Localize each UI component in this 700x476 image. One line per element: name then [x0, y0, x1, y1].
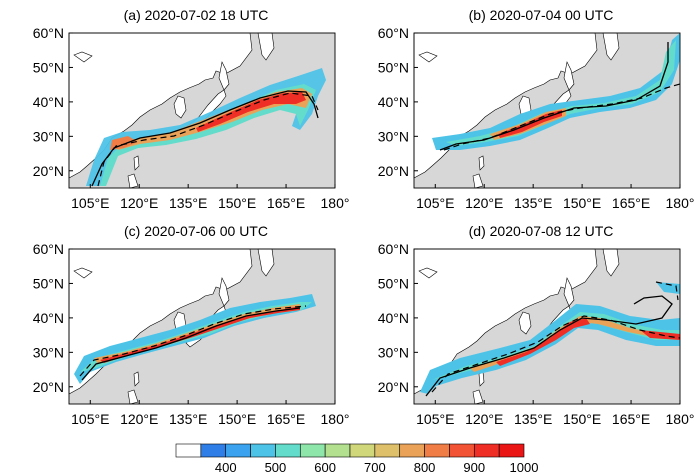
- colorbar-label: 700: [364, 460, 386, 475]
- colorbar-swatch: [374, 443, 401, 458]
- colorbar-swatch: [225, 443, 251, 458]
- colorbar-swatch: [498, 443, 525, 458]
- panel-title: (b) 2020-07-04 00 UTC: [469, 7, 614, 23]
- colorbar-swatch: [424, 443, 450, 458]
- lon-tick-label: 105°E: [71, 411, 109, 427]
- lat-tick-label: 50°N: [378, 59, 409, 75]
- lon-tick-label: 135°E: [514, 195, 552, 211]
- panel-title: (a) 2020-07-02 18 UTC: [124, 7, 269, 23]
- colorbar-label: 900: [463, 460, 485, 475]
- lon-tick-label: 120°E: [465, 195, 503, 211]
- lat-tick-label: 40°N: [378, 94, 409, 110]
- lon-tick-label: 135°E: [514, 411, 552, 427]
- lon-tick-label: 105°E: [71, 195, 109, 211]
- lat-tick-label: 20°N: [378, 379, 409, 395]
- lat-tick-label: 20°N: [378, 163, 409, 179]
- ar-axis-solid: [91, 90, 319, 187]
- lon-tick-label: 165°E: [612, 411, 650, 427]
- colorbar-swatch: [399, 443, 425, 458]
- lat-tick-label: 30°N: [33, 128, 64, 144]
- lat-tick-label: 20°N: [33, 163, 64, 179]
- colorbar-swatch: [324, 443, 351, 458]
- lon-tick-label: 165°E: [612, 195, 650, 211]
- colorbar-swatch: [200, 443, 227, 458]
- panel-b: (b) 2020-07-04 00 UTC: [413, 7, 681, 189]
- colorbar-swatch: [275, 443, 301, 458]
- lat-tick-label: 60°N: [378, 25, 409, 41]
- colorbar-label: 1000: [510, 460, 539, 475]
- lat-tick-label: 40°N: [33, 94, 64, 110]
- lat-tick-label: 50°N: [33, 59, 64, 75]
- panel-a: (a) 2020-07-02 18 UTC: [68, 7, 336, 189]
- lon-tick-label: 150°E: [218, 411, 256, 427]
- panel-title: (c) 2020-07-06 00 UTC: [124, 223, 268, 239]
- ar-axis-dashed: [97, 92, 319, 187]
- lat-tick-label: 30°N: [378, 128, 409, 144]
- panel-title: (d) 2020-07-08 12 UTC: [469, 223, 614, 239]
- colorbar-label: 800: [414, 460, 436, 475]
- lat-tick-label: 40°N: [33, 310, 64, 326]
- lat-tick-label: 30°N: [33, 344, 64, 360]
- colorbar-swatch: [449, 443, 475, 458]
- panel-d: (d) 2020-07-08 12 UTC: [413, 223, 681, 405]
- colorbar-label: 600: [314, 460, 336, 475]
- lon-tick-label: 120°E: [120, 411, 158, 427]
- lon-tick-label: 150°E: [218, 195, 256, 211]
- lon-tick-label: 180°: [666, 195, 695, 211]
- lat-tick-label: 60°N: [33, 25, 64, 41]
- lat-tick-label: 60°N: [33, 241, 64, 257]
- colorbar-swatch: [299, 443, 326, 458]
- lon-tick-label: 135°E: [169, 411, 207, 427]
- colorbar-swatch: [175, 443, 202, 458]
- lon-tick-label: 120°E: [120, 195, 158, 211]
- colorbar: 400 500 600 700 800 900 1000: [175, 443, 539, 475]
- colorbar-swatch: [250, 443, 276, 458]
- colorbar-swatch: [349, 443, 376, 458]
- lat-tick-label: 30°N: [378, 344, 409, 360]
- lon-tick-label: 165°E: [267, 195, 305, 211]
- panel-c: (c) 2020-07-06 00 UTC: [68, 223, 336, 405]
- lon-tick-label: 135°E: [169, 195, 207, 211]
- lon-tick-label: 105°E: [416, 411, 454, 427]
- lat-tick-label: 50°N: [33, 275, 64, 291]
- lon-tick-label: 180°: [321, 195, 350, 211]
- colorbar-label: 500: [265, 460, 287, 475]
- lon-tick-label: 180°: [321, 411, 350, 427]
- lat-tick-label: 40°N: [378, 310, 409, 326]
- lat-tick-label: 50°N: [378, 275, 409, 291]
- lon-tick-label: 120°E: [465, 411, 503, 427]
- lon-tick-label: 150°E: [563, 411, 601, 427]
- lon-tick-label: 165°E: [267, 411, 305, 427]
- colorbar-swatch: [473, 443, 500, 458]
- lat-tick-label: 20°N: [33, 379, 64, 395]
- lon-tick-label: 105°E: [416, 195, 454, 211]
- lat-tick-label: 60°N: [378, 241, 409, 257]
- lon-tick-label: 180°: [666, 411, 695, 427]
- axes: 20°N 30°N 40°N 50°N 60°N 105°E 120°E 135°E 150°E…: [33, 25, 695, 427]
- lon-tick-label: 150°E: [563, 195, 601, 211]
- colorbar-label: 400: [215, 460, 237, 475]
